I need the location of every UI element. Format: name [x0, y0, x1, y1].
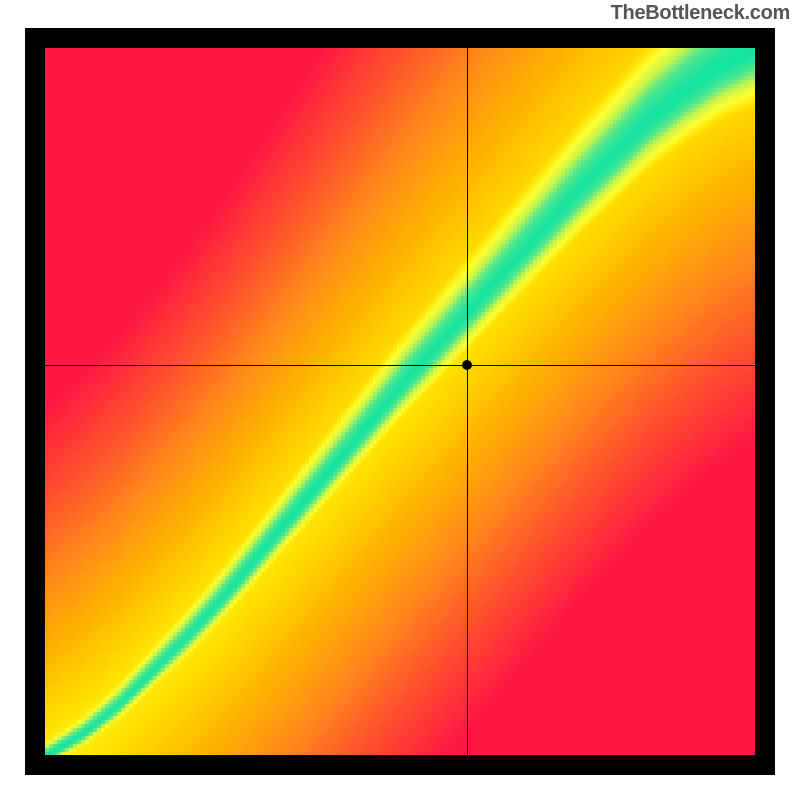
heatmap-canvas — [45, 48, 755, 755]
selection-marker — [462, 360, 472, 370]
watermark-text: TheBottleneck.com — [611, 2, 790, 25]
chart-frame — [25, 28, 775, 775]
crosshair-vertical — [467, 48, 468, 755]
chart-container: TheBottleneck.com — [0, 0, 800, 800]
crosshair-horizontal — [45, 365, 755, 366]
